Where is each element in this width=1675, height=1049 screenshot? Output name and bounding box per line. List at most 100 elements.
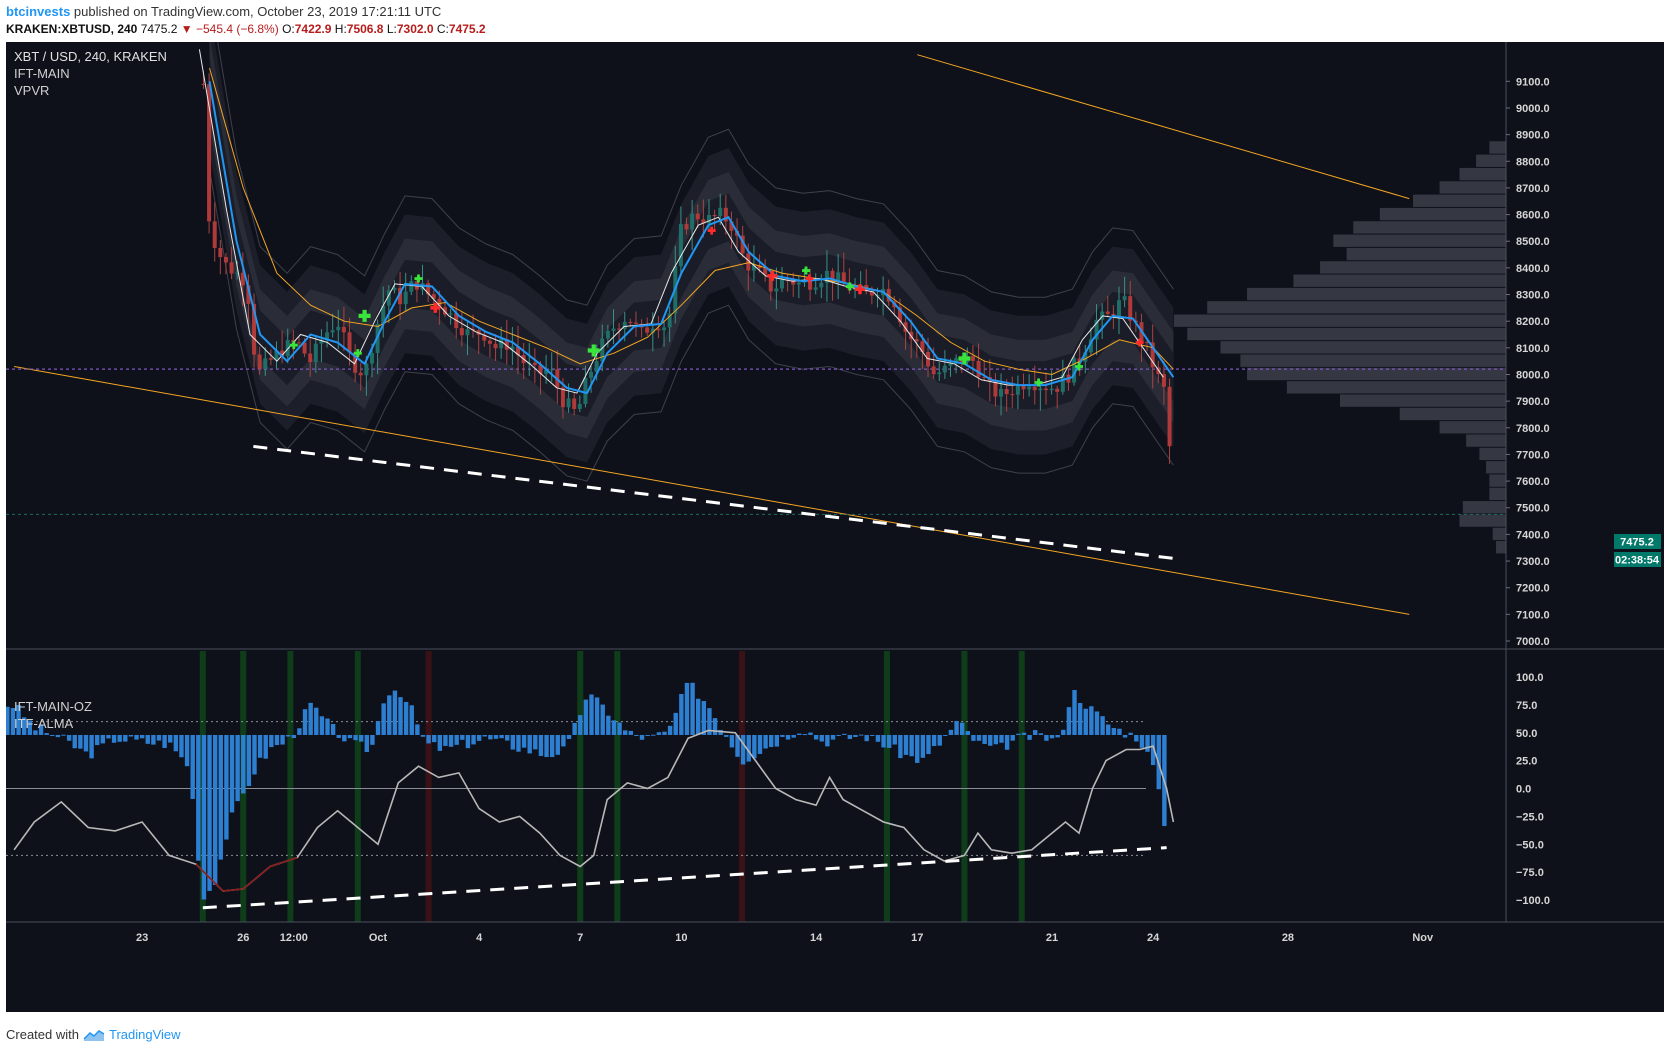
histogram-bar [1055, 734, 1060, 738]
histogram-bar [583, 699, 589, 735]
histogram-bar [1128, 732, 1133, 735]
candle-body [538, 365, 543, 374]
candle-body [398, 287, 403, 305]
oscillator-tick-label: 100.0 [1516, 672, 1544, 684]
histogram-bar [673, 712, 678, 735]
chart-canvas[interactable]: 9100.0 9000.0 8900.0 8800.0 8700.0 8600.0 8500… [6, 42, 1664, 1012]
candle-body [1049, 388, 1054, 391]
histogram-bar [207, 734, 212, 891]
candle-body [1167, 386, 1172, 447]
oscillator-tick-label: −75.0 [1516, 867, 1544, 879]
candle-body [572, 398, 577, 409]
price-tick-label: 7600.0 [1516, 476, 1550, 488]
legend-ift-main-oz[interactable]: IFT-MAIN-OZ [14, 699, 92, 714]
candle-body [999, 389, 1004, 397]
histogram-bar [499, 734, 504, 739]
histogram-bar [1150, 734, 1156, 766]
oscillator-tick-label: 50.0 [1516, 728, 1537, 740]
histogram-bar [38, 724, 44, 735]
candle-body [808, 280, 813, 290]
histogram-bar [314, 707, 319, 735]
histogram-bar [628, 730, 633, 735]
candle-body [1021, 384, 1026, 390]
histogram-bar [241, 734, 246, 794]
candle-body [948, 363, 953, 366]
candle-body [1032, 386, 1037, 391]
histogram-bar [139, 734, 145, 739]
price-tick-label: 8300.0 [1516, 290, 1550, 302]
histogram-bar [746, 734, 751, 762]
buy-signal-icon [802, 266, 811, 275]
histogram-bar [1089, 706, 1094, 735]
legend-itf-alma[interactable]: ITF-ALMA [14, 716, 74, 731]
histogram-bar [342, 734, 347, 742]
histogram-bar [95, 734, 100, 746]
histogram-bar [21, 717, 27, 735]
candle-body [499, 339, 504, 349]
buy-signal-icon [414, 274, 423, 283]
histogram-bar [802, 734, 808, 736]
countdown-badge-text: 02:38:54 [1615, 555, 1660, 567]
histogram-bar [847, 734, 853, 740]
histogram-bar [269, 734, 274, 748]
histogram-bar [909, 734, 914, 757]
histogram-bar [33, 730, 38, 735]
histogram-bar [875, 734, 881, 742]
histogram-bar [297, 728, 302, 735]
volume-profile-bar [1286, 381, 1506, 394]
histogram-bar [319, 716, 325, 735]
candle-body [712, 215, 717, 217]
candle-body [594, 361, 599, 372]
legend-symbol[interactable]: XBT / USD, 240, KRAKEN [14, 49, 167, 64]
author-link[interactable]: btcinvests [6, 4, 71, 19]
histogram-bar [50, 734, 55, 736]
histogram-bar [330, 723, 336, 735]
histogram-bar [684, 682, 690, 735]
histogram-bar [662, 731, 667, 735]
histogram-bar [752, 734, 757, 759]
volume-profile-bar [1187, 327, 1506, 341]
symbol-label[interactable]: KRAKEN:XBTUSD, 240 [6, 22, 138, 36]
histogram-bar [488, 734, 493, 740]
sell-signal-icon [767, 270, 778, 281]
histogram-bar [257, 734, 263, 758]
close-label: C: [436, 22, 449, 36]
histogram-bar [724, 734, 729, 737]
open-label: O: [282, 22, 295, 36]
time-tick-label: 4 [476, 932, 483, 944]
histogram-bar [505, 734, 510, 741]
legend-ift-main[interactable]: IFT-MAIN [14, 66, 70, 81]
high-value: 7506.8 [346, 22, 384, 36]
footer-brand[interactable]: TradingView [108, 1027, 181, 1042]
histogram-bar [156, 734, 162, 741]
candle-body [718, 207, 723, 217]
volume-profile [1174, 141, 1506, 554]
histogram-bar [842, 733, 847, 735]
candle-body [201, 83, 206, 85]
histogram-bar [66, 734, 72, 741]
sell-signal-icon [1135, 338, 1144, 347]
publish-text: published on TradingView.com, October 23… [70, 4, 442, 19]
candle-body [1105, 311, 1110, 314]
time-tick-label: 17 [911, 932, 923, 944]
histogram-bar [263, 734, 268, 759]
histogram-bar [611, 720, 617, 735]
legend-vpvr[interactable]: VPVR [14, 83, 49, 98]
outer-band-upper [217, 42, 1174, 306]
oscillator-pane[interactable] [6, 651, 1175, 922]
price-change: −545.4 (−6.8%) [195, 22, 279, 36]
candle-body [1060, 374, 1065, 392]
candle-body [240, 272, 245, 286]
volume-profile-bar [1174, 314, 1506, 327]
candle-body [796, 282, 801, 285]
histogram-bar [162, 734, 167, 748]
histogram-bar [870, 734, 875, 736]
histogram-bar [606, 715, 611, 735]
time-tick-label: Oct [369, 932, 388, 944]
main-price-pane[interactable] [6, 42, 1506, 615]
buy-signal-icon [353, 349, 362, 358]
price-tick-label: 8600.0 [1516, 210, 1550, 222]
candle-body [774, 288, 779, 292]
histogram-bar [920, 734, 926, 758]
histogram-bar [976, 734, 982, 741]
